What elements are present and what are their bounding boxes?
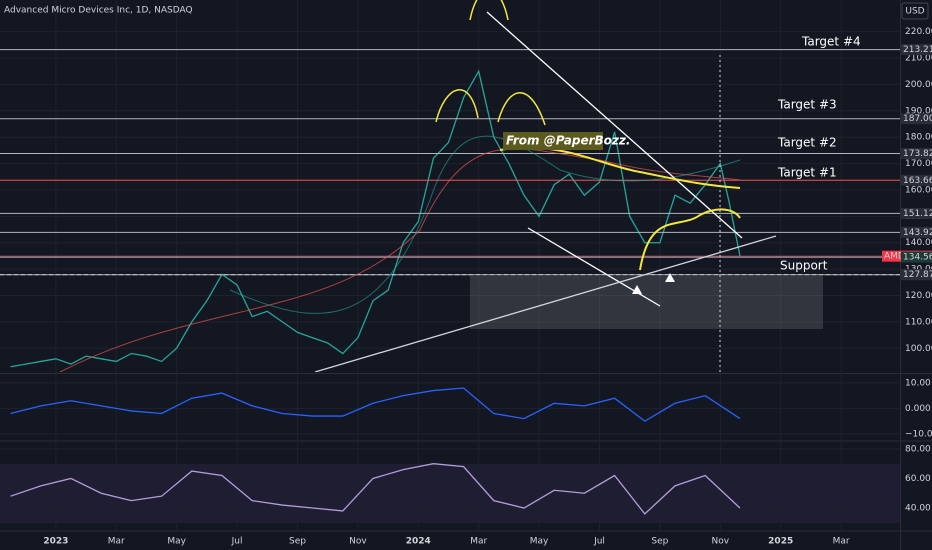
currency: USD: [905, 7, 924, 17]
x-tick-label: 2025: [768, 537, 793, 547]
chart-title: Advanced Micro Devices Inc, 1D, NASDAQ: [4, 6, 193, 16]
rsi-band: [0, 464, 900, 523]
macd-line: [10, 387, 741, 422]
level-label: 213.21: [903, 45, 932, 55]
x-tick-label: Nov: [712, 537, 730, 547]
trendline: [486, 11, 743, 239]
level-label: 127.87: [903, 270, 932, 280]
arrows: [632, 273, 675, 294]
y-tick-label: 80.00: [905, 444, 931, 454]
rsi-line: [10, 463, 741, 515]
level-label-box: [901, 226, 932, 238]
y-tick-label: 120.00: [905, 291, 932, 301]
x-tick-label: Mar: [833, 537, 850, 547]
marks: [0, 49, 900, 515]
x-tick-label: 2024: [406, 537, 431, 547]
x-tick-label: Sep: [651, 537, 668, 547]
level-label: 187.00: [903, 114, 932, 124]
level-label-box: [901, 174, 932, 186]
target-label: Target #1: [777, 166, 837, 180]
level-label: 163.66: [903, 176, 932, 186]
symbol-box: [882, 250, 901, 262]
drawings: [59, 0, 777, 372]
x-tick-label: Jul: [231, 537, 243, 547]
annotation: From @PaperBozz.: [506, 134, 630, 148]
y-tick-label: 0.000: [905, 404, 931, 414]
target-label: Target #2: [777, 136, 837, 150]
zone-box: [470, 276, 823, 329]
x-tick-label: Sep: [289, 537, 306, 547]
price-line: [10, 69, 741, 368]
trendline: [314, 235, 777, 372]
x-tick-label: Mar: [108, 537, 125, 547]
level-label: 143.92: [903, 228, 932, 238]
x-tick-label: May: [530, 537, 549, 547]
y-tick-label: 110.00: [905, 317, 932, 327]
level-label-box: [901, 251, 932, 263]
level-label-box: [901, 269, 932, 281]
moving-average: [59, 148, 741, 372]
x-tick-label: Nov: [349, 537, 367, 547]
y-tick-label: 180.00: [905, 133, 932, 143]
y-tick-label: 210.00: [905, 54, 932, 64]
level-label: 173.82: [903, 149, 932, 159]
grid: [0, 0, 900, 530]
y-tick-label: 40.00: [905, 504, 931, 514]
yellow-band: [639, 208, 741, 271]
target-label: Support: [780, 259, 828, 273]
y-tick-label: 140.00: [905, 238, 932, 248]
level-label-box: [901, 113, 932, 125]
y-tick-label: 190.00: [905, 106, 932, 116]
level-label-box: [901, 207, 932, 219]
currency-box: [901, 2, 929, 20]
y-tick-label: 200.00: [905, 80, 932, 90]
x-tick-label: Mar: [470, 537, 487, 547]
x-tick-label: Jul: [593, 537, 605, 547]
y-tick-label: 100.00: [905, 344, 932, 354]
shoulder-curve: [435, 89, 479, 123]
y-tick-label: −10.00: [905, 429, 932, 439]
target-label: Target #3: [777, 98, 837, 112]
shoulder-curve: [497, 92, 546, 126]
y-tick-label: 160.00: [905, 185, 932, 195]
level-label-box: [901, 147, 932, 159]
moving-average: [229, 135, 741, 314]
symbol-label: AMD: [884, 252, 905, 262]
y-tick-label: 170.00: [905, 159, 932, 169]
annotation-box: [503, 132, 603, 150]
level-label: 151.12: [903, 209, 932, 219]
y-tick-label: 10.00: [905, 378, 931, 388]
x-tick-label: 2023: [43, 537, 68, 547]
y-tick-label: 220.00: [905, 27, 932, 37]
level-label: 134.56: [903, 253, 932, 263]
head-curve: [469, 0, 509, 21]
level-label-box: [901, 44, 932, 56]
target-label: Target #4: [801, 35, 861, 49]
x-tick-label: May: [167, 537, 186, 547]
y-tick-label: 60.00: [905, 474, 931, 484]
